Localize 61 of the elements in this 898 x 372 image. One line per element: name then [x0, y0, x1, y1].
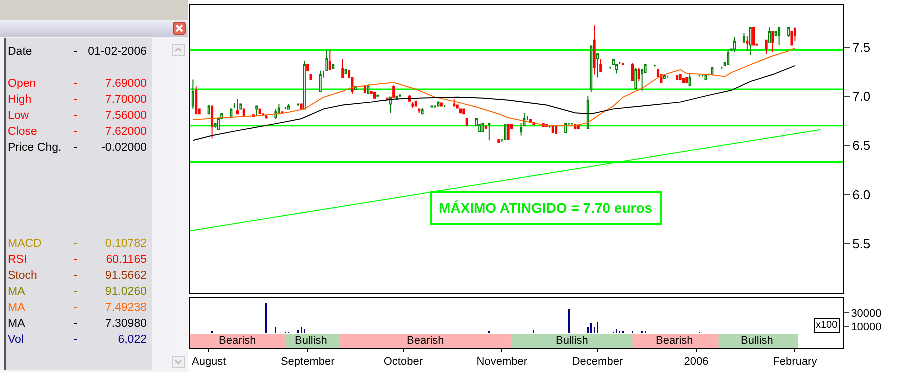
text: - [74, 141, 78, 156]
text: 7.30980 [105, 317, 147, 332]
text: - [74, 237, 78, 252]
text: 7.69000 [105, 77, 147, 92]
text: High [8, 93, 32, 108]
y-tick-label: 30000 [851, 308, 882, 320]
text: - [74, 333, 78, 348]
y-tick-label: 10000 [851, 322, 882, 334]
text: Price Chg. [8, 141, 62, 156]
y-tick-label: 6.5 [852, 138, 871, 154]
y-tick-label: 7.5 [852, 40, 871, 55]
annotation: MÁXIMO ATINGIDO = 7.70 euros [439, 200, 653, 216]
annotation: x100 [816, 320, 838, 331]
text: MA [8, 301, 26, 316]
band-label: Bullish [295, 335, 328, 347]
text: Low [8, 109, 30, 124]
text: -0.02000 [102, 141, 147, 156]
text: Open [8, 77, 36, 92]
text: Stoch [8, 269, 38, 284]
text: - [74, 109, 78, 124]
band-label: Bullish [741, 335, 774, 347]
y-tick-label: 6.0 [852, 187, 871, 202]
text: Vol [8, 333, 24, 348]
text: Date [8, 45, 32, 60]
text: - [74, 125, 78, 140]
text: Close [8, 125, 38, 140]
band-label: Bearish [407, 335, 444, 347]
text: 7.70000 [105, 93, 147, 108]
y-tick-label: 7.0 [852, 88, 871, 104]
text: 6,022 [118, 333, 147, 348]
band-label: Bullish [556, 335, 588, 347]
text: RSI [8, 253, 28, 268]
text: 01-02-2006 [88, 45, 147, 60]
text: 91.5662 [105, 269, 147, 284]
x-tick-label: September [280, 356, 336, 368]
x-tick-label: August [192, 356, 226, 368]
text: - [74, 285, 78, 300]
band-label: Bearish [656, 335, 694, 347]
text: - [74, 253, 78, 268]
text: 7.56000 [105, 109, 147, 124]
text: MACD [8, 237, 42, 252]
y-tick-label: 5.5 [852, 236, 871, 252]
x-tick-label: December [572, 356, 624, 368]
text: 91.0260 [105, 285, 147, 300]
text: 0.10782 [105, 237, 147, 252]
x-tick-label: October [384, 356, 424, 368]
text: - [74, 77, 78, 92]
text: 60.1165 [106, 253, 147, 268]
text: - [74, 301, 78, 316]
x-tick-label: November [476, 356, 528, 368]
text: - [74, 45, 78, 60]
text: 7.49238 [105, 301, 147, 316]
text: MA [8, 317, 26, 332]
x-tick-label: 2006 [684, 356, 709, 368]
text: MA [8, 285, 26, 300]
x-tick-label: February [773, 356, 818, 368]
text: 7.62000 [105, 125, 147, 140]
band-label: Bearish [219, 335, 256, 347]
text: - [74, 317, 78, 332]
text: - [74, 93, 78, 108]
text: - [74, 269, 78, 284]
